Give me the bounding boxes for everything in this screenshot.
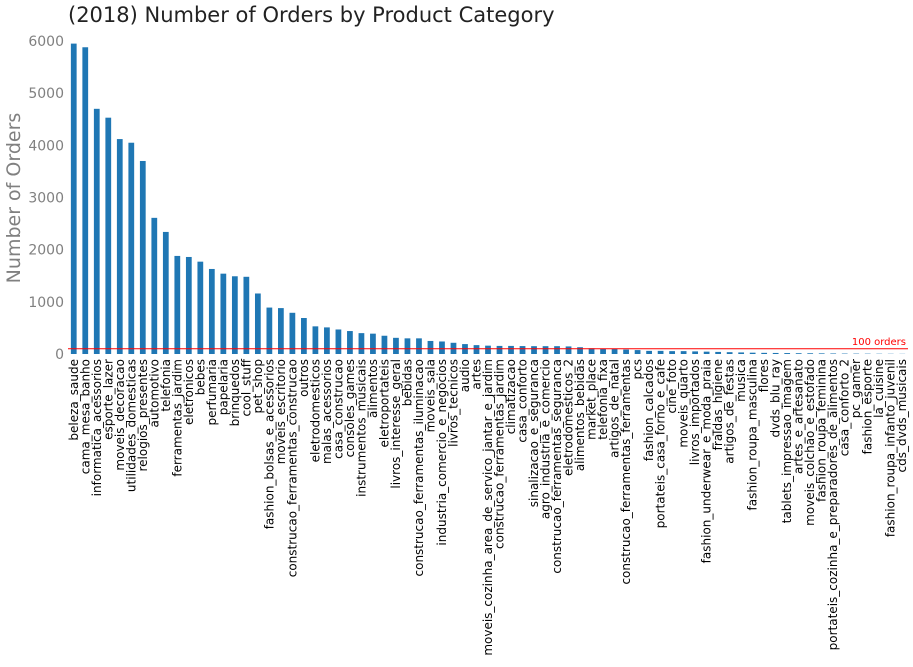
bar <box>715 352 721 354</box>
bar <box>566 346 572 354</box>
y-tick-label: 2000 <box>28 243 64 259</box>
bar <box>485 346 491 354</box>
bar <box>474 345 480 354</box>
y-tick-layer: 0 1000 2000 3000 4000 5000 6000 <box>28 34 64 363</box>
chart-title: (2018) Number of Orders by Product Categ… <box>68 3 555 27</box>
y-tick-label: 5000 <box>28 86 64 102</box>
y-tick-label: 6000 <box>28 34 64 50</box>
bar <box>232 276 238 354</box>
bar <box>577 347 583 354</box>
reference-line-label: 100 orders <box>852 337 906 348</box>
bar <box>727 352 733 354</box>
bar <box>290 313 296 354</box>
bar <box>266 308 272 354</box>
bar-layer <box>71 44 905 354</box>
bar <box>278 308 284 354</box>
bar <box>784 353 790 354</box>
bar <box>105 118 111 354</box>
y-tick-label: 0 <box>55 347 64 363</box>
bar <box>646 351 652 354</box>
bar <box>405 338 411 354</box>
bar <box>336 329 342 354</box>
bar <box>313 326 319 354</box>
x-tick-layer: beleza_saudecama_mesa_banhoinformatica_a… <box>67 358 909 655</box>
bar <box>830 353 836 354</box>
bar <box>600 349 606 354</box>
bar <box>497 346 503 354</box>
bar <box>82 47 88 354</box>
bar <box>140 161 146 354</box>
bar <box>681 351 687 354</box>
bar <box>612 349 618 354</box>
bar <box>197 262 203 354</box>
x-tick-label: cds_dvds_musicais <box>895 359 909 472</box>
bar <box>117 139 123 354</box>
bar <box>669 351 675 354</box>
bar <box>796 353 802 354</box>
bar <box>543 346 549 354</box>
bar <box>163 232 169 354</box>
bar <box>658 351 664 354</box>
bar <box>347 331 353 354</box>
bar <box>623 350 629 354</box>
bar <box>692 351 698 354</box>
bar <box>220 274 226 354</box>
bar <box>186 257 192 354</box>
bar <box>531 346 537 354</box>
bar <box>635 350 641 354</box>
y-tick-label: 4000 <box>28 138 64 154</box>
y-axis-label: Number of Orders <box>3 113 25 284</box>
bar <box>750 353 756 354</box>
bar <box>243 277 249 354</box>
bar <box>704 352 710 354</box>
y-tick-label: 3000 <box>28 191 64 207</box>
bar <box>761 353 767 354</box>
bar <box>773 353 779 354</box>
bar <box>370 334 376 354</box>
bar <box>255 293 261 354</box>
bar <box>209 269 215 354</box>
y-tick-label: 1000 <box>28 295 64 311</box>
bar <box>174 256 180 354</box>
bar <box>819 353 825 354</box>
bar <box>359 333 365 354</box>
bar <box>554 346 560 354</box>
bar <box>416 338 422 354</box>
bar <box>428 341 434 354</box>
x-tick-label: construcao_ferramentas_ferramentas <box>619 359 633 585</box>
bar <box>439 341 445 354</box>
bar <box>520 346 526 354</box>
bar <box>128 143 134 354</box>
bar <box>151 218 157 354</box>
bar <box>71 44 77 354</box>
bar <box>807 353 813 354</box>
bar <box>508 346 514 354</box>
bar <box>738 352 744 354</box>
bar <box>94 109 100 354</box>
bar <box>324 327 330 354</box>
bar <box>382 336 388 354</box>
bar <box>393 338 399 354</box>
